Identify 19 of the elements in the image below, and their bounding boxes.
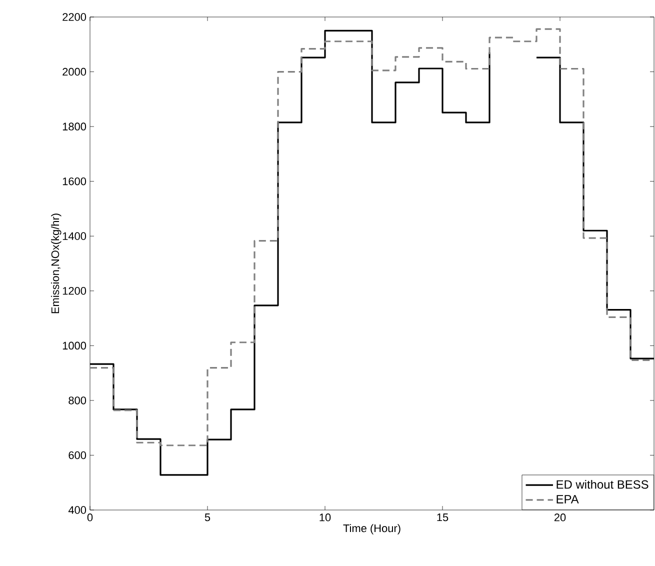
y-tick-label: 2200 (62, 13, 86, 21)
y-tick-label: 400 (68, 506, 86, 514)
x-tick-label: 10 (320, 514, 331, 522)
legend-label: EPA (556, 495, 579, 504)
y-tick-label: 1200 (62, 287, 86, 295)
x-tick-label: 15 (437, 514, 448, 522)
x-tick-label: 0 (87, 514, 93, 522)
x-tick-label: 5 (204, 514, 210, 522)
x-tick-label: 20 (554, 514, 566, 522)
y-tick-label: 2000 (62, 68, 86, 76)
y-tick-label: 1000 (62, 342, 86, 350)
y-tick-label: 1600 (62, 177, 86, 186)
y-tick-label: 600 (68, 451, 86, 460)
y-tick-label: 1400 (62, 232, 86, 240)
y-axis-title: Emission,NOx(kg/hr) (51, 214, 62, 314)
y-tick-label: 800 (68, 396, 86, 404)
x-axis-title: Time (Hour) (343, 524, 400, 534)
legend-label: ED without BESS (556, 480, 648, 489)
y-tick-label: 1800 (62, 122, 86, 130)
